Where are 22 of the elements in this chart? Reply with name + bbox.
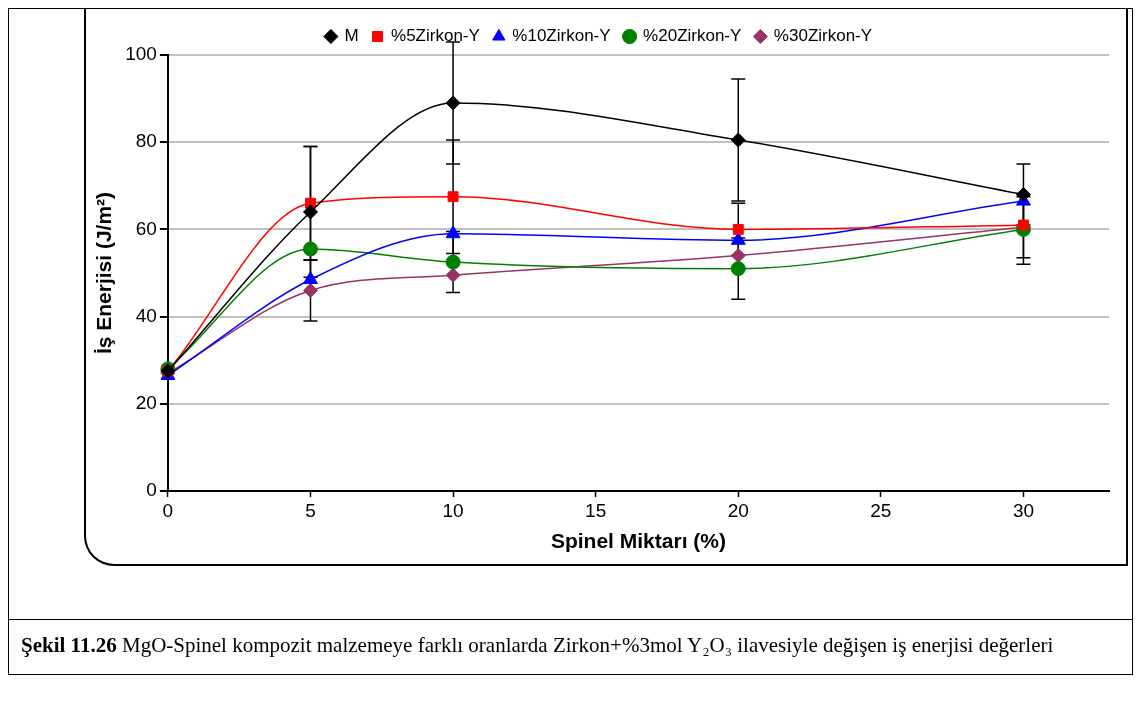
y-tick-label: 40 <box>135 304 157 326</box>
legend-label: %5Zirkon-Y <box>391 26 480 46</box>
x-tick-label: 15 <box>585 499 607 521</box>
y-tick-label: 100 <box>125 43 157 65</box>
y-axis-title: İş Enerjisi (J/m²) <box>92 191 116 355</box>
text: MgO-Spinel kompozit malzemeye farklı oranlarda Zirkon+%3mol Y₂O₃ ilavesiyle değişen iş enerjisi değerleri <box>121 633 1054 657</box>
y-tick-label: 0 <box>146 479 157 501</box>
legend-label: %30Zirkon-Y <box>773 26 873 46</box>
y-tick-label: 60 <box>135 217 157 239</box>
legend-label: %20Zirkon-Y <box>643 26 742 46</box>
legend-label: %10Zirkon-Y <box>512 26 611 46</box>
text: Şekil 11.26 <box>21 633 117 657</box>
x-axis-title: Spinel Miktarı (%) <box>550 529 726 553</box>
legend-label: M <box>344 26 359 46</box>
x-tick-label: 20 <box>727 499 749 521</box>
x-tick-label: 25 <box>870 499 892 521</box>
x-tick-label: 0 <box>162 499 174 521</box>
x-tick-label: 5 <box>305 499 316 521</box>
x-tick-label: 10 <box>442 499 464 521</box>
x-tick-label: 30 <box>1012 499 1035 521</box>
y-tick-label: 20 <box>135 392 157 414</box>
y-tick-label: 80 <box>135 130 157 152</box>
